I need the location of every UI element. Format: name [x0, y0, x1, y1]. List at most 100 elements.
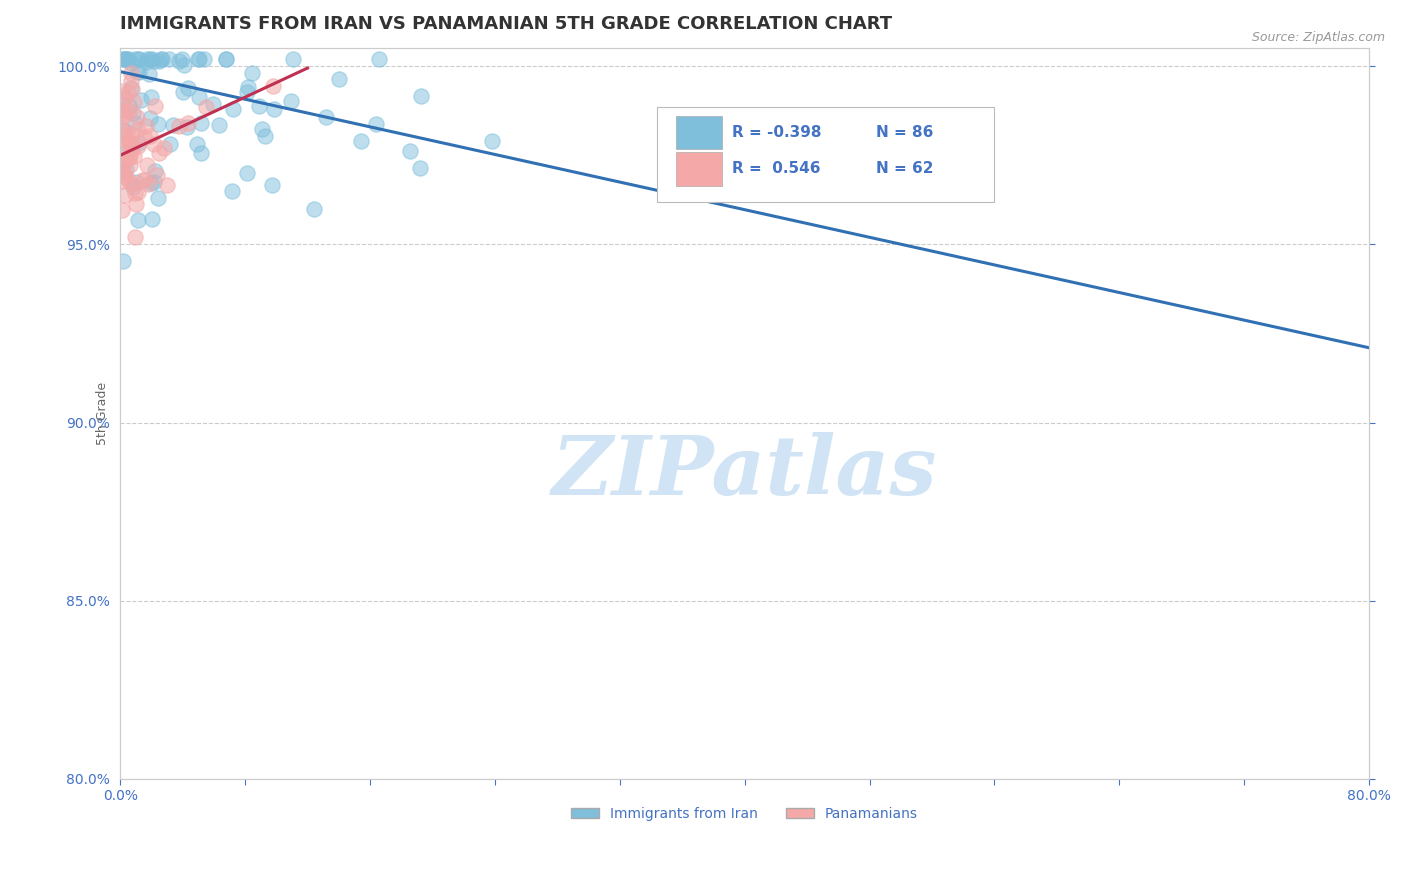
Point — [122, 180, 145, 194]
FancyBboxPatch shape — [657, 107, 994, 202]
Text: N = 62: N = 62 — [876, 161, 934, 177]
Point — [114, 108, 136, 122]
Point — [122, 105, 145, 120]
Point — [149, 52, 172, 66]
Point — [139, 128, 162, 143]
Point — [121, 81, 143, 95]
Text: R = -0.398: R = -0.398 — [733, 125, 821, 140]
Point — [132, 173, 155, 187]
Point — [280, 94, 302, 108]
Point — [128, 64, 150, 78]
Text: Source: ZipAtlas.com: Source: ZipAtlas.com — [1251, 31, 1385, 45]
Point — [173, 58, 195, 72]
Point — [112, 167, 135, 181]
Point — [481, 134, 503, 148]
Point — [117, 52, 139, 66]
Point — [115, 52, 138, 66]
Point — [114, 52, 136, 66]
Point — [111, 98, 134, 112]
Point — [162, 118, 184, 132]
Point — [146, 168, 169, 182]
Point — [127, 186, 149, 200]
Point — [167, 54, 190, 68]
Point — [118, 151, 141, 165]
Point — [127, 138, 149, 153]
Point — [172, 52, 194, 66]
Point — [367, 52, 389, 66]
Point — [114, 128, 136, 142]
Point — [112, 52, 135, 66]
Point — [120, 81, 142, 95]
Point — [117, 85, 139, 99]
Point — [222, 102, 245, 116]
Text: R =  0.546: R = 0.546 — [733, 161, 821, 177]
Point — [238, 79, 260, 94]
Point — [141, 211, 163, 226]
Point — [125, 110, 148, 124]
Y-axis label: 5th Grade: 5th Grade — [96, 382, 110, 445]
FancyBboxPatch shape — [676, 153, 723, 186]
Point — [250, 121, 273, 136]
Point — [129, 93, 152, 107]
Point — [135, 55, 157, 70]
Point — [125, 196, 148, 211]
Point — [247, 99, 270, 113]
Point — [398, 145, 420, 159]
Point — [124, 52, 146, 66]
Point — [111, 103, 134, 117]
Point — [127, 64, 149, 78]
Point — [221, 185, 243, 199]
FancyBboxPatch shape — [676, 116, 723, 149]
Point — [236, 166, 259, 180]
Point — [111, 203, 134, 218]
Point — [281, 52, 304, 66]
Point — [141, 90, 163, 104]
Point — [127, 122, 149, 136]
Point — [136, 177, 159, 191]
Point — [236, 85, 259, 99]
Point — [195, 100, 218, 114]
Point — [124, 186, 146, 200]
Point — [188, 90, 211, 104]
Point — [128, 136, 150, 151]
Point — [121, 142, 143, 156]
Point — [139, 52, 162, 66]
Point — [186, 137, 208, 152]
Point — [315, 110, 337, 124]
Point — [263, 102, 285, 116]
Point — [111, 110, 134, 124]
Point — [120, 66, 142, 80]
Point — [111, 174, 134, 188]
Point — [115, 135, 138, 149]
Point — [143, 164, 166, 178]
Point — [111, 105, 134, 120]
Point — [111, 124, 134, 138]
Point — [112, 254, 135, 268]
Point — [112, 91, 135, 105]
Point — [111, 155, 134, 169]
Point — [143, 99, 166, 113]
Point — [141, 52, 163, 66]
Point — [120, 137, 142, 152]
Point — [146, 117, 169, 131]
Point — [122, 149, 145, 163]
Point — [214, 52, 236, 66]
Point — [111, 138, 134, 153]
Point — [117, 124, 139, 138]
Point — [118, 103, 141, 118]
Point — [112, 153, 135, 167]
Point — [118, 99, 141, 113]
Point — [136, 158, 159, 172]
Point — [112, 52, 135, 66]
Point — [124, 116, 146, 130]
Point — [111, 159, 134, 173]
Point — [240, 65, 263, 79]
Point — [260, 178, 283, 192]
Point — [153, 141, 176, 155]
Point — [167, 119, 190, 133]
Point — [190, 146, 212, 161]
Point — [122, 128, 145, 142]
Point — [302, 202, 325, 216]
Point — [187, 52, 209, 66]
Point — [139, 112, 162, 126]
